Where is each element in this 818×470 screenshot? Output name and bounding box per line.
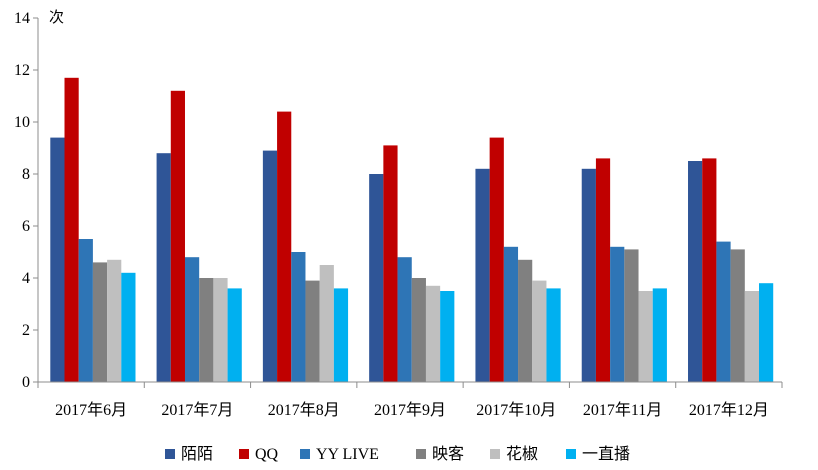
bar [184,257,200,382]
bar [730,249,745,382]
bar [489,137,504,382]
y-axis-ticks: 0 2 4 6 8 10 12 14 [14,10,38,391]
bar [227,288,242,382]
bar [170,90,185,383]
legend-label: 陌陌 [181,445,213,463]
bar [425,285,441,382]
bar [716,241,731,382]
y-tick-label: 0 [22,374,30,391]
x-tick-label: 2017年6月 [55,401,127,419]
bar [213,278,228,382]
bar [759,283,774,382]
bar [638,291,653,382]
bar [581,168,596,382]
legend-label: 一直播 [582,445,630,463]
bar [518,259,533,382]
bar [333,288,349,382]
y-tick-label: 14 [14,10,30,27]
bar [277,111,292,382]
bar [624,249,639,382]
x-axis-labels: 2017年6月 2017年7月 2017年8月 2017年9月 2017年10月 2017… [55,401,769,419]
bar [50,137,65,382]
bar [475,168,490,382]
bar [199,278,214,382]
bar [744,291,760,382]
bar [383,145,398,382]
bar [262,150,278,382]
bar [652,288,667,382]
y-tick-label: 12 [14,62,30,79]
bar [610,246,625,382]
y-tick-label: 6 [22,218,30,235]
bar [319,265,334,382]
bar [291,252,306,382]
y-tick-label: 2 [22,322,30,339]
bar [532,280,547,382]
bars [50,77,774,383]
bar [503,246,519,382]
y-tick-label: 4 [22,270,30,287]
legend-swatch [566,449,576,459]
legend-swatch [416,449,426,459]
x-tick-label: 2017年7月 [161,401,233,419]
bar [305,280,320,382]
bar [595,158,611,382]
bar [64,77,79,383]
bar [369,174,384,382]
bar [121,272,136,382]
y-axis-unit-label: 次 [49,8,64,26]
legend-swatch [239,449,249,459]
legend-label: YY LIVE [316,446,379,463]
bar [156,153,171,382]
y-tick-label: 8 [22,166,30,183]
y-tick-label: 10 [14,114,30,131]
x-tick-label: 2017年8月 [268,401,340,419]
legend-swatch [300,449,310,459]
x-axis [37,18,783,388]
legend-swatch [490,449,500,459]
bar [440,291,455,382]
bar [546,288,561,382]
bar [688,161,703,382]
legend-label: QQ [255,446,279,463]
bar [92,262,108,382]
legend-label: 映客 [432,445,464,463]
x-tick-label: 2017年12月 [689,401,769,419]
bar [107,259,122,382]
x-tick-label: 2017年10月 [476,401,556,419]
legend-label: 花椒 [506,445,538,463]
bar [411,278,426,382]
x-tick-label: 2017年9月 [374,401,446,419]
bar [397,257,412,382]
legend: 陌陌 QQ YY LIVE 映客 花椒 一直播 [165,445,630,463]
bar [702,158,717,382]
bar [78,239,93,382]
legend-swatch [165,449,175,459]
x-tick-label: 2017年11月 [583,401,662,419]
